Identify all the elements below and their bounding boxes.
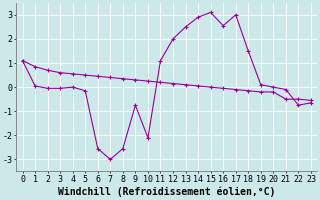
X-axis label: Windchill (Refroidissement éolien,°C): Windchill (Refroidissement éolien,°C) bbox=[58, 187, 276, 197]
